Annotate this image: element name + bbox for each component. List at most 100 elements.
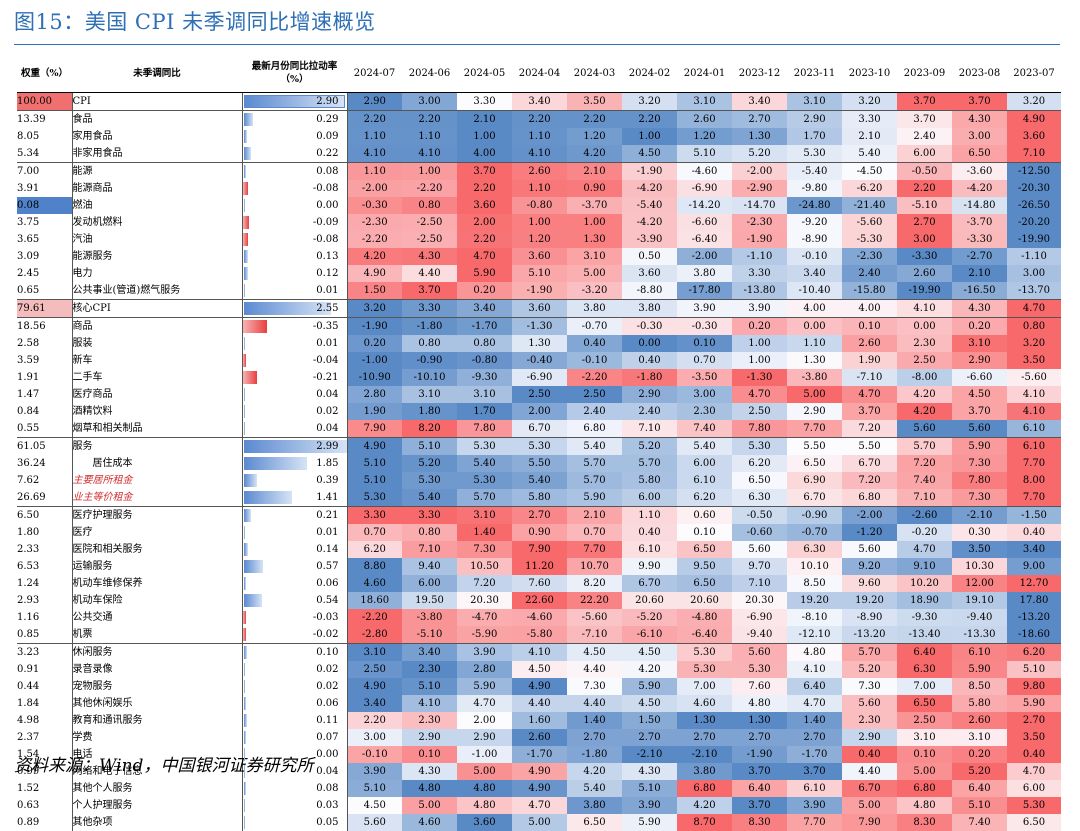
- value-cell: 1.20: [512, 231, 567, 248]
- value-cell: 0.60: [677, 507, 732, 525]
- item-name-cell: 医院和相关服务: [72, 541, 242, 558]
- value-cell: -3.50: [677, 369, 732, 386]
- value-cell: 2.70: [677, 729, 732, 746]
- item-name-cell: 其他杂项: [72, 814, 242, 831]
- value-cell: 4.20: [567, 763, 622, 780]
- value-cell: 6.50: [677, 575, 732, 592]
- value-cell: -26.50: [1007, 197, 1061, 214]
- value-cell: -12.10: [787, 626, 842, 644]
- value-cell: -6.60: [677, 214, 732, 231]
- value-cell: 2.20: [347, 712, 402, 729]
- weight-cell: 0.89: [17, 814, 72, 831]
- value-cell: 4.20: [347, 248, 402, 265]
- value-cell: 9.80: [1007, 678, 1061, 695]
- value-cell: 9.00: [1007, 558, 1061, 575]
- value-cell: 17.80: [1007, 592, 1061, 609]
- value-cell: 7.70: [787, 420, 842, 438]
- value-cell: -1.70: [512, 746, 567, 763]
- value-cell: 2.40: [897, 128, 952, 145]
- value-cell: 5.80: [622, 472, 677, 489]
- value-cell: 9.90: [622, 558, 677, 575]
- value-cell: 5.10: [1007, 661, 1061, 678]
- weight-cell: 79.61: [17, 300, 72, 318]
- value-cell: 2.50: [512, 386, 567, 403]
- value-cell: 2.20: [512, 111, 567, 129]
- value-cell: 0.10: [402, 746, 457, 763]
- value-cell: 7.10: [732, 575, 787, 592]
- value-cell: 5.60: [842, 541, 897, 558]
- value-cell: 3.20: [347, 300, 402, 318]
- value-cell: 10.20: [897, 575, 952, 592]
- value-cell: 5.70: [842, 644, 897, 662]
- value-cell: 5.10: [347, 455, 402, 472]
- value-cell: 3.50: [567, 93, 622, 111]
- value-cell: -4.20: [622, 180, 677, 197]
- contribution-cell: 0.08: [242, 780, 347, 797]
- value-cell: 0.20: [347, 335, 402, 352]
- value-cell: -1.90: [347, 318, 402, 336]
- header-month: 2023-11: [787, 54, 842, 93]
- value-cell: 5.80: [952, 695, 1007, 712]
- value-cell: 5.90: [457, 678, 512, 695]
- header-month: 2024-02: [622, 54, 677, 93]
- value-cell: 3.10: [897, 729, 952, 746]
- value-cell: 10.30: [952, 558, 1007, 575]
- value-cell: 10.70: [567, 558, 622, 575]
- value-cell: 3.50: [952, 541, 1007, 558]
- value-cell: 5.00: [402, 797, 457, 814]
- value-cell: 0.80: [402, 524, 457, 541]
- weight-cell: 8.05: [17, 128, 72, 145]
- value-cell: 5.60: [732, 644, 787, 662]
- contribution-cell: 0.39: [242, 472, 347, 489]
- value-cell: 5.90: [567, 489, 622, 507]
- value-cell: 3.40: [347, 695, 402, 712]
- value-cell: -3.70: [952, 214, 1007, 231]
- value-cell: 4.50: [952, 386, 1007, 403]
- value-cell: 2.00: [457, 712, 512, 729]
- contribution-cell: 0.04: [242, 386, 347, 403]
- value-cell: 5.60: [897, 420, 952, 438]
- value-cell: 2.60: [512, 729, 567, 746]
- value-cell: 1.10: [512, 128, 567, 145]
- value-cell: -14.70: [732, 197, 787, 214]
- item-name-cell: 业主等价租金: [72, 489, 242, 507]
- value-cell: 5.30: [512, 438, 567, 456]
- value-cell: 7.40: [677, 420, 732, 438]
- value-cell: -2.10: [952, 507, 1007, 525]
- contribution-value: 0.57: [243, 558, 339, 575]
- value-cell: -13.30: [952, 626, 1007, 644]
- value-cell: 5.90: [457, 265, 512, 282]
- value-cell: 2.30: [402, 661, 457, 678]
- value-cell: 5.30: [677, 644, 732, 662]
- header-month: 2024-06: [402, 54, 457, 93]
- value-cell: 0.90: [567, 180, 622, 197]
- value-cell: 0.80: [402, 197, 457, 214]
- value-cell: 3.30: [842, 111, 897, 129]
- header-month: 2023-07: [1007, 54, 1061, 93]
- contribution-value: 0.29: [243, 111, 339, 128]
- value-cell: -7.10: [567, 626, 622, 644]
- contribution-value: -0.08: [243, 231, 339, 248]
- value-cell: -10.40: [787, 282, 842, 300]
- value-cell: 1.00: [457, 128, 512, 145]
- value-cell: 7.20: [842, 420, 897, 438]
- value-cell: 19.20: [842, 592, 897, 609]
- value-cell: 5.20: [952, 763, 1007, 780]
- value-cell: 5.10: [512, 265, 567, 282]
- value-cell: 6.20: [1007, 644, 1061, 662]
- value-cell: 0.10: [677, 524, 732, 541]
- value-cell: 1.00: [732, 335, 787, 352]
- value-cell: 5.60: [842, 695, 897, 712]
- value-cell: 0.40: [622, 352, 677, 369]
- value-cell: -5.90: [457, 626, 512, 644]
- value-cell: 2.90: [952, 352, 1007, 369]
